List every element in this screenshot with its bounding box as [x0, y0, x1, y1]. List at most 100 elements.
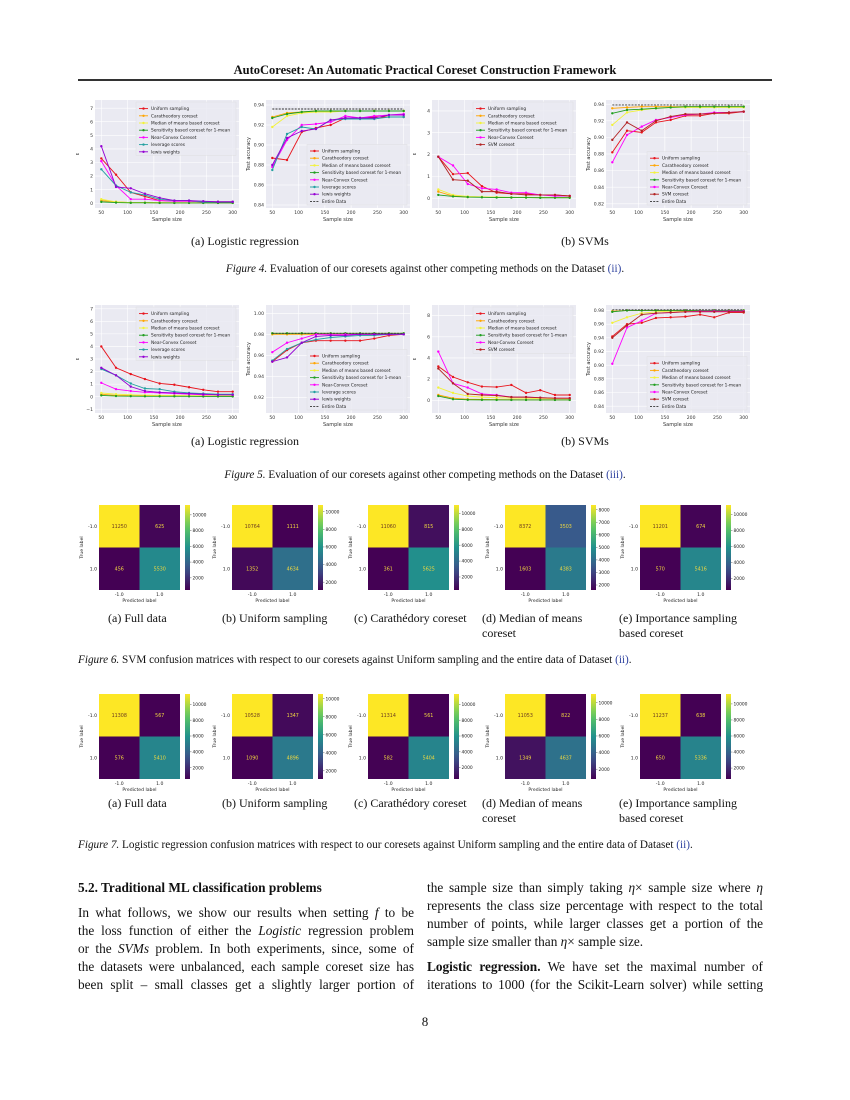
- cell-fill: [232, 736, 273, 779]
- colorbar-tick-label: 4000: [462, 559, 473, 565]
- fig5-svm-epsilon-chart: 50 100 150 200 250 300 0 2 4 6 8 Sample size ε Unifor…: [412, 305, 576, 428]
- colorbar-tick-label: 4000: [599, 750, 610, 756]
- data-point: [158, 391, 161, 394]
- data-point: [271, 350, 274, 354]
- x-axis-label: Predicted label: [528, 598, 562, 604]
- cell-fill: [368, 547, 409, 590]
- data-point: [451, 398, 455, 401]
- cell-value: 674: [696, 524, 705, 530]
- x-tick-label: -1.0: [521, 592, 530, 598]
- data-point: [100, 394, 103, 397]
- y-tick-label: 5: [90, 331, 93, 337]
- subcaption-line: (a) Full data: [108, 796, 167, 810]
- colorbar-tick-label: 5000: [599, 545, 610, 551]
- series-line: [100, 346, 233, 393]
- matrix-cell: 11250: [99, 505, 140, 548]
- y-tick-label: -1.0: [221, 713, 230, 719]
- x-tick-label: 1.0: [289, 592, 296, 598]
- x-tick-label: 100: [634, 210, 643, 216]
- series-line: [100, 146, 233, 203]
- y-tick-label: 0.90: [594, 363, 604, 369]
- colorbar-tick-label: 2000: [599, 583, 610, 589]
- cell-value: 5530: [154, 566, 166, 572]
- subcaption-line: (b) Uniform sampling: [222, 796, 328, 810]
- y-tick-label: 4: [90, 344, 93, 350]
- data-point: [480, 190, 484, 193]
- data-point: [524, 191, 528, 194]
- x-tick-label: -1.0: [656, 592, 665, 598]
- data-point: [437, 365, 440, 368]
- cell-value: 815: [424, 524, 433, 530]
- y-tick-label: -1.0: [494, 524, 503, 530]
- data-point: [625, 129, 629, 132]
- data-point: [143, 192, 147, 195]
- caption-end: .: [621, 263, 625, 275]
- data-point: [625, 316, 629, 319]
- data-point: [742, 310, 745, 314]
- x-tick-label: 1.0: [156, 781, 163, 787]
- x-tick-label: 1.0: [425, 592, 432, 598]
- data-point: [466, 398, 469, 401]
- cell-fill: [640, 736, 681, 779]
- caption-text: SVM confusion matrices with respect to o…: [119, 654, 616, 666]
- cell-value: 561: [424, 713, 433, 719]
- text-line: the loss function of either the Logistic…: [78, 922, 414, 940]
- series-line: [438, 366, 570, 396]
- fig7-subcaption-c: (c) Carathédory coreset: [354, 796, 467, 811]
- colorbar-tick-label: 8000: [193, 718, 204, 724]
- data-point: [285, 341, 289, 344]
- legend-label: Sensitivity based coreset for 1-mean: [322, 170, 401, 176]
- legend-box: [646, 151, 748, 206]
- data-point: [654, 312, 658, 315]
- caption-text: Evaluation of our coresets against other…: [267, 263, 608, 275]
- cell-fill: [545, 505, 586, 548]
- data-point: [314, 109, 318, 113]
- x-axis-label: Sample size: [323, 422, 353, 428]
- y-tick-label: 2: [90, 369, 93, 375]
- matrix-cell: 5625: [408, 547, 449, 590]
- cell-value: 567: [155, 713, 164, 719]
- y-tick-label: -1.0: [357, 713, 366, 719]
- data-point: [129, 197, 132, 201]
- subcaption-line: (e) Importance sampling: [619, 611, 737, 625]
- data-point: [437, 386, 440, 389]
- text: In what follows, we show our results whe…: [78, 905, 375, 920]
- dataset-link[interactable]: (iii): [606, 469, 623, 481]
- matrix-cell: 361: [368, 547, 409, 590]
- y-tick-label: 0.94: [254, 103, 264, 109]
- caption-label: Figure 5.: [224, 469, 266, 481]
- text: to be: [378, 905, 414, 920]
- y-tick-label: 1: [90, 187, 93, 193]
- legend-marker: [313, 185, 316, 189]
- colorbar-tick-label: 6000: [734, 544, 745, 550]
- cell-fill: [368, 694, 409, 737]
- dataset-link[interactable]: (ii): [615, 654, 629, 666]
- legend-label: Median of means based coreset: [662, 170, 731, 176]
- x-tick-label: 200: [513, 415, 522, 421]
- data-point: [524, 391, 528, 395]
- fig4-caption: Figure 4. Evaluation of our coresets aga…: [0, 263, 850, 275]
- legend-label: Uniform sampling: [488, 311, 526, 317]
- matrix-cell: 11060: [368, 505, 409, 548]
- cell-value: 11308: [112, 713, 127, 719]
- data-point: [285, 114, 289, 118]
- dataset-link[interactable]: (ii): [607, 263, 622, 275]
- matrix-cell: 650: [640, 736, 681, 779]
- legend-marker: [142, 143, 145, 146]
- series-lewis-weights: [271, 333, 405, 363]
- y-tick-label: -1.0: [629, 713, 638, 719]
- y-axis-label: ε: [75, 152, 81, 155]
- data-point: [373, 116, 376, 120]
- data-point: [524, 193, 528, 197]
- legend-marker: [653, 398, 656, 401]
- data-point: [187, 395, 191, 398]
- dataset-link[interactable]: (ii): [676, 839, 690, 851]
- data-point: [285, 347, 289, 351]
- data-point: [158, 387, 161, 391]
- math-eta: η: [560, 934, 568, 949]
- colorbar-tick-label: 8000: [599, 717, 610, 723]
- legend-label: Near-Convex Coreset: [662, 390, 708, 396]
- series-sensitivity-based-coreset-for-1-mean: [437, 193, 571, 199]
